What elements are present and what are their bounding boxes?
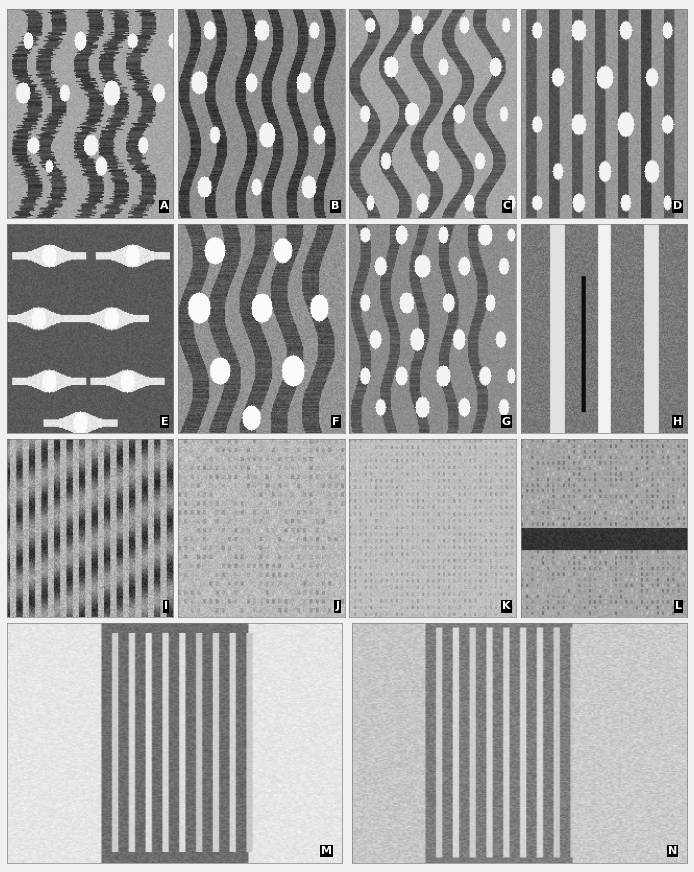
Text: H: H — [672, 417, 682, 426]
Text: A: A — [160, 201, 168, 211]
Text: C: C — [502, 201, 511, 211]
Text: G: G — [502, 417, 511, 426]
Text: N: N — [668, 846, 677, 856]
Text: E: E — [160, 417, 168, 426]
Text: B: B — [331, 201, 339, 211]
Text: F: F — [332, 417, 339, 426]
Text: L: L — [675, 602, 682, 611]
Text: M: M — [321, 846, 332, 856]
Text: J: J — [335, 602, 339, 611]
Text: D: D — [672, 201, 682, 211]
Text: K: K — [502, 602, 511, 611]
Text: I: I — [164, 602, 168, 611]
